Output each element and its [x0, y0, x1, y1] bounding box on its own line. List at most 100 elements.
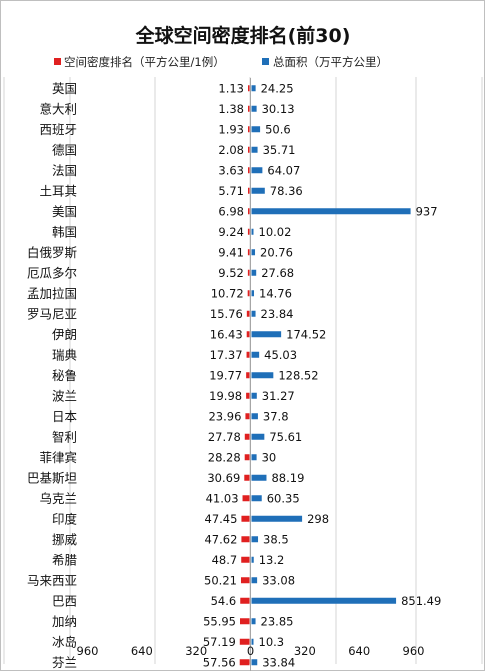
data-label-right-series: 851.49 [401, 594, 441, 608]
category-label: 韩国 [52, 224, 77, 239]
data-label-left-series: 16.43 [210, 327, 243, 341]
bar-right-series [251, 495, 262, 502]
bar-left-series [248, 208, 250, 215]
data-label-right-series: 23.85 [261, 614, 294, 628]
category-labels: 英国意大利西班牙德国法国土耳其美国韩国白俄罗斯厄瓜多尔孟加拉国罗马尼亚伊朗瑞典秘… [27, 81, 78, 670]
bar-left-series [247, 228, 250, 235]
data-label-right-series: 78.36 [270, 184, 303, 198]
bar-right-series [251, 85, 256, 92]
category-label: 厄瓜多尔 [27, 265, 77, 280]
data-label-right-series: 24.25 [261, 81, 294, 95]
category-label: 希腊 [52, 552, 78, 567]
bar-left-series [241, 515, 250, 522]
data-label-left-series: 15.76 [210, 307, 243, 321]
bar-left-series [248, 105, 250, 112]
bar-right-series [251, 659, 258, 666]
bar-left-series [242, 495, 250, 502]
data-label-right-series: 64.07 [267, 163, 300, 177]
legend-label-left-series: 空间密度排名（平方公里/1例） [64, 55, 225, 69]
category-label: 巴基斯坦 [27, 470, 77, 485]
data-label-right-series: 937 [416, 204, 438, 218]
data-label-right-series: 13.2 [259, 553, 285, 567]
bar-left-series [248, 187, 250, 194]
category-label: 巴西 [52, 593, 77, 608]
value-labels: 1.13 24.25 1.38 30.13 1.93 50.6 2.08 35.71 3.63 6… [203, 81, 442, 669]
data-label-right-series: 128.52 [278, 368, 318, 382]
bar-right-series [251, 454, 257, 461]
data-label-left-series: 47.45 [205, 512, 238, 526]
bar-right-series [251, 249, 256, 256]
bar-left-series [247, 290, 250, 297]
bar-right-series [251, 105, 257, 112]
bar-right-series [251, 126, 261, 133]
data-label-left-series: 5.71 [218, 184, 244, 198]
bar-right-series [251, 392, 257, 399]
data-label-left-series: 23.96 [208, 409, 241, 423]
category-label: 瑞典 [52, 347, 77, 362]
data-label-right-series: 60.35 [267, 491, 300, 505]
chart-title: 全球空间密度排名(前30) [135, 24, 351, 47]
x-tick-label: 320 [185, 644, 207, 658]
bar-right-series [251, 556, 254, 563]
x-tick-label: 640 [131, 644, 153, 658]
bar-right-series [251, 638, 254, 645]
bar-left-series [248, 146, 250, 153]
data-label-left-series: 6.98 [218, 204, 244, 218]
category-label: 西班牙 [39, 122, 77, 137]
bar-right-series [251, 167, 263, 174]
data-label-right-series: 33.08 [262, 573, 295, 587]
data-label-left-series: 1.13 [218, 81, 244, 95]
category-label: 德国 [52, 142, 77, 157]
data-label-right-series: 10.02 [259, 225, 292, 239]
legend-swatch-right-series [262, 58, 269, 65]
category-label: 挪威 [52, 532, 78, 547]
category-label: 秘鲁 [52, 368, 77, 383]
bar-right-series [251, 474, 267, 481]
data-label-right-series: 10.3 [259, 635, 285, 649]
legend: 空间密度排名（平方公里/1例） 总面积（万平方公里） [54, 55, 388, 69]
data-label-left-series: 41.03 [206, 491, 239, 505]
data-label-left-series: 19.77 [209, 368, 242, 382]
data-label-left-series: 17.37 [210, 348, 243, 362]
legend-swatch-left-series [54, 58, 61, 65]
data-label-right-series: 23.84 [261, 307, 294, 321]
bar-right-series [251, 372, 274, 379]
data-label-right-series: 30 [262, 450, 277, 464]
category-label: 智利 [52, 429, 77, 444]
bar-right-series [251, 618, 256, 625]
bar-left-series [239, 638, 250, 645]
data-label-left-series: 48.7 [212, 553, 238, 567]
category-label: 乌克兰 [39, 491, 77, 506]
category-label: 美国 [52, 204, 77, 219]
data-label-left-series: 30.69 [207, 471, 240, 485]
data-label-left-series: 47.62 [204, 532, 237, 546]
data-label-left-series: 54.6 [211, 594, 237, 608]
data-label-left-series: 1.93 [218, 122, 244, 136]
bar-left-series [247, 269, 250, 276]
category-label: 土耳其 [39, 183, 77, 198]
bar-right-series [251, 433, 265, 440]
bar-left-series [246, 331, 250, 338]
data-label-right-series: 298 [307, 512, 329, 526]
category-label: 法国 [52, 163, 77, 178]
category-label: 日本 [52, 409, 78, 424]
bar-left-series [246, 372, 250, 379]
category-label: 印度 [52, 511, 78, 526]
bar-left-series [248, 85, 250, 92]
category-label: 白俄罗斯 [27, 245, 77, 260]
bar-right-series [251, 331, 282, 338]
data-label-right-series: 37.8 [263, 409, 289, 423]
bar-left-series [240, 597, 250, 604]
category-label: 伊朗 [52, 327, 77, 342]
category-label: 菲律宾 [39, 450, 77, 465]
data-label-left-series: 28.28 [208, 450, 241, 464]
data-label-left-series: 55.95 [203, 614, 236, 628]
bar-right-series [251, 597, 397, 604]
data-label-right-series: 33.84 [262, 655, 295, 669]
data-label-left-series: 57.19 [203, 635, 236, 649]
category-label: 孟加拉国 [27, 286, 77, 301]
bar-left-series [244, 433, 250, 440]
bar-left-series [241, 536, 250, 543]
